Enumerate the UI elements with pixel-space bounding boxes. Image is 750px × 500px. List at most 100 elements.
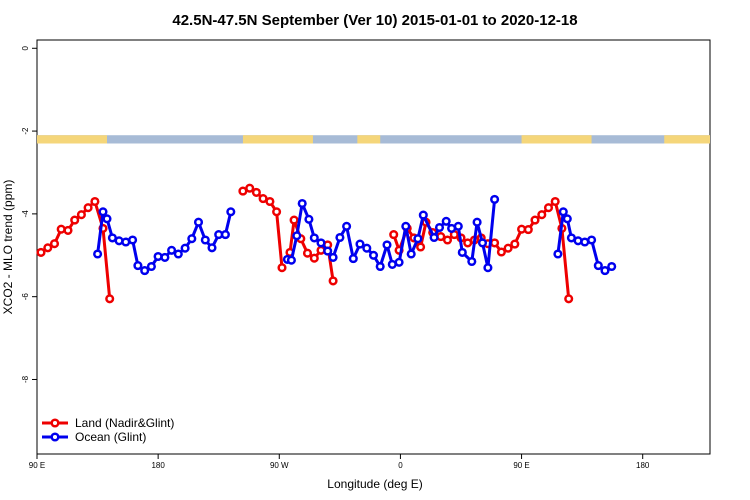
data-point [220,230,230,240]
data-point [510,239,520,249]
data-point [342,221,352,231]
data-point [128,235,138,245]
data-point [453,221,463,231]
data-point [207,243,217,253]
data-point [76,210,86,220]
data-point [564,294,574,304]
y-tick-label: -6 [21,293,30,301]
chart-title: 42.5N-47.5N September (Ver 10) 2015-01-0… [172,12,577,29]
series-layer [36,183,617,304]
data-point [362,243,372,253]
data-point [187,234,197,244]
data-point [394,257,404,267]
data-point [226,207,236,217]
data-point [43,243,53,253]
data-point [543,203,554,213]
y-tick-label: -2 [21,127,30,135]
data-point [553,249,563,259]
data-point [472,217,482,227]
data-point [389,230,399,240]
data-point [105,294,115,304]
data-point [289,215,299,225]
data-point [272,207,282,217]
data-point [467,256,477,267]
data-point [441,216,451,226]
x-tick-label: 180 [151,461,165,470]
y-axis-label: XCO2 - MLO trend (ppm) [1,180,15,315]
data-point [251,187,261,197]
data-point [309,253,319,263]
legend-marker [50,432,60,442]
data-point [297,198,307,209]
legend-label: Ocean (Glint) [75,430,146,444]
data-point [558,207,568,217]
data-point [245,183,255,193]
data-point [193,217,204,227]
land-band-segment [521,135,592,144]
data-point [56,224,66,234]
data-point [328,276,338,286]
data-point [382,240,392,250]
data-point [368,250,379,260]
data-point [483,263,493,273]
legend: Land (Nadir&Glint)Ocean (Glint) [42,416,174,444]
data-point [457,247,467,257]
data-point [309,233,319,243]
x-tick-label: 180 [636,461,650,470]
x-tick-label: 90 E [513,461,529,470]
data-point [600,266,610,276]
land-band-segment [664,135,710,144]
data-point [173,249,183,259]
data-point [477,238,488,248]
data-point [375,261,385,272]
series-ocean [93,194,617,276]
data-point [434,222,445,233]
data-point [442,235,453,245]
data-point [133,261,143,271]
data-point [316,238,326,248]
data-point [83,203,93,213]
data-point [146,261,156,272]
x-tick-label: 90 W [270,461,289,470]
data-point [98,207,108,217]
x-tick-label: 0 [398,461,403,470]
legend-label: Land (Nadir&Glint) [75,416,174,430]
x-axis-label: Longitude (deg E) [327,477,422,491]
data-point [490,238,500,248]
x-tick-label: 90 E [29,461,45,470]
data-point [355,239,365,249]
data-point [180,243,190,253]
data-point [277,263,287,273]
data-point [523,225,533,235]
data-point [70,215,80,225]
legend-marker [50,418,60,428]
data-point [418,210,428,220]
plot-frame [36,39,711,455]
data-point [153,251,163,262]
data-point [160,252,170,262]
data-point [328,252,338,262]
land-band-segment [37,135,107,144]
land-band-segment [357,135,381,144]
data-point [286,255,296,265]
data-point [530,215,540,225]
land-ocean-band [37,135,710,144]
data-point [550,196,560,207]
data-point [537,210,547,220]
data-point [416,242,426,252]
data-point [335,232,345,243]
data-point [102,214,112,224]
data-point [490,194,500,204]
data-point [140,266,150,276]
y-tick-label: 0 [21,46,30,51]
axes: 90 E 180 90 W 0 90 E 180 0 -2 -4 -6 -8 [21,46,650,470]
y-tick-label: -4 [21,210,30,218]
data-point [323,246,333,256]
data-point [496,247,506,257]
data-point [167,245,177,255]
data-point [292,231,302,241]
data-point [348,254,358,264]
data-point [90,196,100,207]
data-point [562,214,572,224]
